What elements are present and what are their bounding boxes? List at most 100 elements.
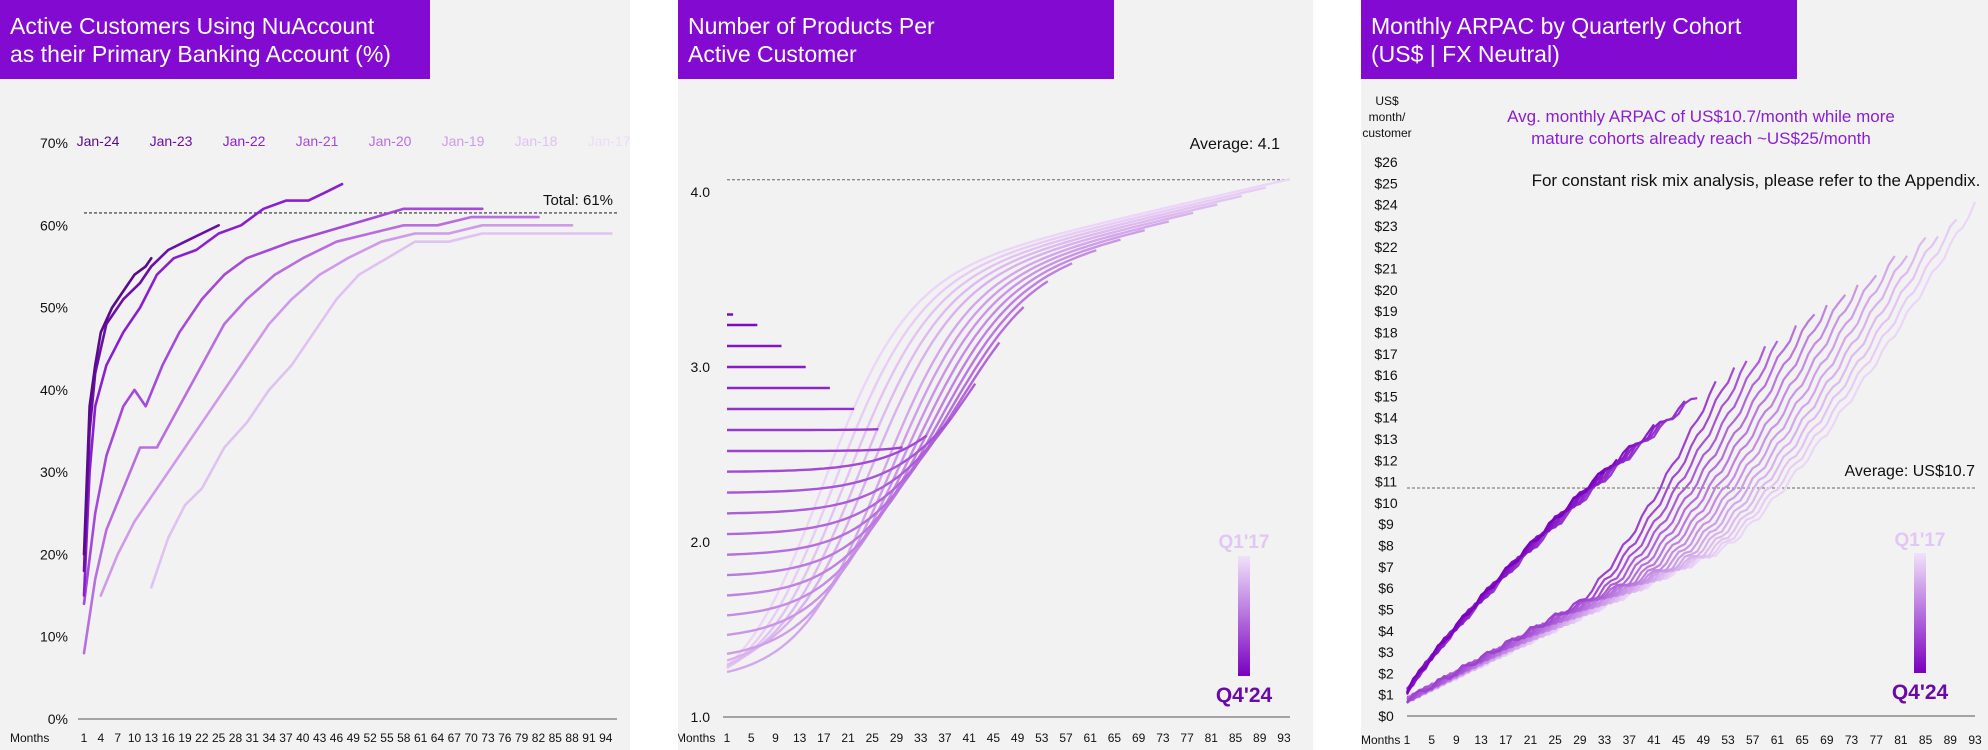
y-tick-label: 0%: [48, 711, 68, 727]
x-tick-label: 81: [1894, 733, 1908, 747]
x-tick-label: 34: [262, 731, 276, 745]
x-tick-label: 73: [481, 731, 495, 745]
cohort-line: [1406, 360, 1748, 701]
y-tick-label: $2: [1378, 665, 1394, 681]
series-line: [82, 215, 540, 655]
y-tick-label: $11: [1375, 474, 1398, 490]
x-tick-label: 37: [1623, 733, 1637, 747]
y-tick-label: $26: [1374, 154, 1398, 170]
x-tick-label: 28: [229, 731, 243, 745]
y-tick-label: $20: [1374, 282, 1398, 298]
y-tick-label: 2.0: [691, 534, 711, 550]
cohort-line: [1405, 471, 1605, 694]
x-tick-label: 49: [1011, 731, 1025, 745]
x-tick-label: 13: [793, 731, 807, 745]
x-tick-label: 93: [1277, 731, 1291, 745]
chart-title: Monthly ARPAC by Quarterly Cohort (US$ |…: [1361, 0, 1797, 79]
x-axis-title: Months: [678, 731, 715, 745]
x-tick-label: 45: [1672, 733, 1686, 747]
chart-primary-account: 0% 10% 20% 30% 40% 50% 60% 70% Months 1 4 7 10 13 16 19…: [10, 133, 630, 745]
series-line: [99, 224, 574, 597]
legend-label: Jan-23: [150, 133, 193, 149]
title-line-2: Active Customer: [688, 41, 857, 67]
y-tick-label: $21: [1374, 261, 1398, 277]
x-tick-label: 61: [1084, 731, 1098, 745]
x-tick-label: 64: [431, 731, 445, 745]
reference-line-label: Average: 4.1: [1190, 136, 1281, 153]
x-tick-label: 17: [1499, 733, 1513, 747]
y-tick-label: $13: [1374, 431, 1398, 447]
cohort-legend-top: Q1'17: [1895, 530, 1946, 551]
y-tick-label: 70%: [40, 135, 68, 151]
cohort-line: [726, 194, 1242, 669]
x-tick-label: 77: [1180, 731, 1194, 745]
x-tick-label: 29: [1573, 733, 1587, 747]
y-tick-label: $7: [1378, 559, 1394, 575]
cohort-line: [726, 417, 952, 494]
title-line-2: as their Primary Banking Account (%): [10, 41, 391, 67]
x-tick-label: 4: [97, 731, 104, 745]
y-tick-label: $3: [1378, 644, 1394, 660]
x-tick-label: 73: [1156, 731, 1170, 745]
series-line: [82, 182, 344, 597]
x-tick-label: 9: [1453, 733, 1460, 747]
x-tick-label: 45: [987, 731, 1001, 745]
annotation-line: Avg. monthly ARPAC of US$10.7/month whil…: [1507, 107, 1895, 126]
legend-label: Jan-19: [442, 133, 485, 149]
legend-label: Jan-18: [515, 133, 558, 149]
y-tick-label: $8: [1378, 538, 1394, 554]
x-tick-label: 7: [114, 731, 121, 745]
cohort-legend-bottom: Q4'24: [1216, 684, 1273, 707]
x-tick-label: 81: [1205, 731, 1219, 745]
cohort-line: [1406, 218, 1958, 702]
cohort-line: [726, 229, 1145, 655]
cohort-line: [726, 262, 1073, 597]
cohort-legend-bottom: Q4'24: [1892, 681, 1949, 704]
cohort-line: [726, 238, 1121, 637]
y-tick-label: 50%: [40, 300, 68, 316]
cohort-line: [1406, 400, 1686, 690]
x-tick-label: 52: [363, 731, 377, 745]
x-tick-label: 69: [1132, 731, 1146, 745]
y-tick-label: $10: [1374, 495, 1398, 511]
x-tick-label: 41: [962, 731, 976, 745]
y-tick-label: 30%: [40, 464, 68, 480]
x-tick-label: 21: [841, 731, 855, 745]
title-line-1: Number of Products Per: [688, 13, 935, 39]
y-tick-label: $5: [1378, 601, 1394, 617]
y-tick-label: $19: [1374, 303, 1398, 319]
x-tick-label: 29: [890, 731, 904, 745]
cohort-line: [1406, 340, 1779, 699]
cohort-line: [726, 306, 1025, 556]
cohort-line: [726, 434, 928, 473]
x-tick-label: 85: [549, 731, 563, 745]
y-tick-label: 20%: [40, 546, 68, 562]
title-line-1: Active Customers Using NuAccount: [10, 13, 375, 39]
y-tick-label: 10%: [40, 629, 68, 645]
cohort-line: [727, 428, 879, 432]
legend-label: Jan-21: [296, 133, 339, 149]
x-tick-label: 93: [1968, 733, 1982, 747]
x-tick-label: 1: [81, 731, 88, 745]
cohort-line: [1406, 420, 1667, 690]
x-tick-label: 40: [296, 731, 310, 745]
x-tick-label: 65: [1795, 733, 1809, 747]
reference-line-label: Average: US$10.7: [1845, 463, 1976, 480]
x-tick-label: 73: [1845, 733, 1859, 747]
legend-label: Jan-17: [588, 133, 630, 149]
y-tick-label: $14: [1374, 410, 1398, 426]
y-tick-label: 40%: [40, 382, 68, 398]
x-tick-label: 55: [380, 731, 394, 745]
legend-label: Jan-22: [223, 133, 266, 149]
x-tick-label: 79: [515, 731, 529, 745]
x-tick-label: 57: [1059, 731, 1073, 745]
x-tick-label: 89: [1253, 731, 1267, 745]
x-tick-label: 49: [1697, 733, 1711, 747]
y-tick-label: $9: [1378, 516, 1394, 532]
cohort-line: [726, 203, 1218, 666]
cohort-line: [726, 220, 1170, 674]
chart-arpac: US$ month/customer $0 $1 $2 $3 $4 $5 $6 $7 $8 $9 $10…: [1361, 94, 1982, 747]
chart-panel-products-per-customer: 1.0 2.0 3.0 4.0 Months 1 5 9 13 17 21 25 29 33 37 41 45 4…: [678, 0, 1313, 750]
x-tick-label: 10: [128, 731, 142, 745]
annotation-note: For constant risk mix analysis, please r…: [1532, 171, 1981, 190]
